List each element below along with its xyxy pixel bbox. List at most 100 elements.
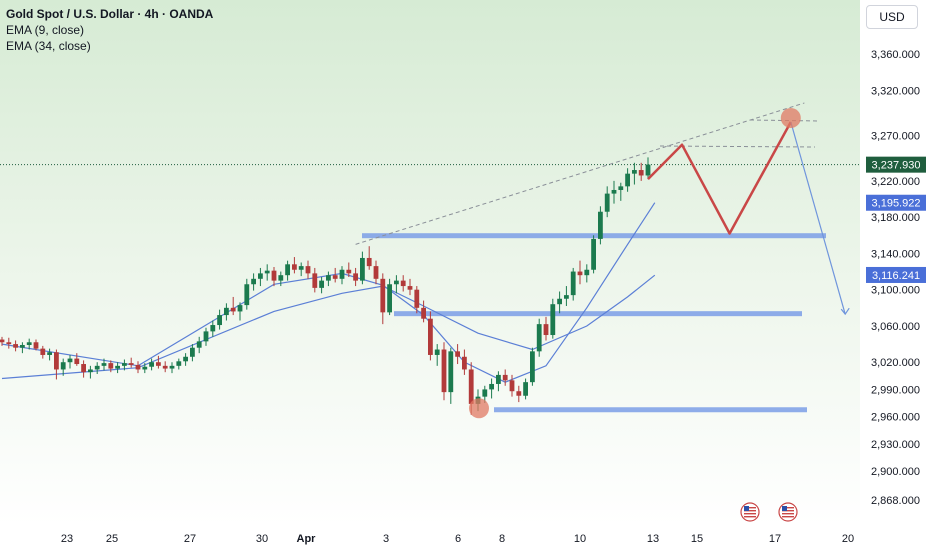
candle-body [339, 269, 345, 279]
candle-body [489, 383, 494, 390]
candle-body [394, 280, 399, 285]
candle-down [128, 357, 134, 368]
candle-body [20, 344, 25, 348]
time-tick-label: Apr [297, 533, 317, 545]
candle-body [251, 278, 256, 285]
legend-ema-fast[interactable]: EMA (9, close) [6, 23, 85, 37]
candle-body [400, 280, 406, 287]
price-axis: 3,360.000 3,320.000 3,270.000 3,220.000 3,18… [871, 49, 920, 507]
candle-body [217, 315, 222, 326]
candle-body [81, 364, 86, 373]
target-marker [780, 107, 801, 128]
candle-body [550, 304, 556, 336]
guide-line [659, 145, 816, 148]
trendline [355, 102, 805, 245]
legend-ema-slow[interactable]: EMA (34, close) [6, 39, 91, 53]
candle-body [564, 295, 569, 299]
candle-body [523, 382, 528, 396]
legend-symbol-title[interactable]: Gold Spot / U.S. Dollar · 4h · OANDA [6, 7, 214, 21]
candle-down [509, 374, 515, 397]
candle-body [625, 173, 630, 187]
candle-body [237, 305, 243, 312]
candle-body [645, 164, 651, 176]
candle-up [26, 338, 32, 350]
candle-up [557, 291, 562, 314]
candle-up [611, 180, 617, 204]
candle-up [319, 277, 324, 294]
price-tick-label: 3,020.000 [871, 357, 920, 369]
candle-body [54, 352, 59, 370]
candle-down [407, 278, 413, 296]
candle-down [162, 361, 168, 373]
chart-legend: Gold Spot / U.S. Dollar · 4h · OANDA EMA… [6, 6, 213, 54]
candle-up [564, 286, 569, 307]
candle-body [47, 352, 52, 355]
candle-body [455, 351, 460, 357]
currency-button[interactable]: USD [866, 5, 918, 29]
time-tick-label: 10 [574, 533, 586, 545]
candle-body [611, 189, 617, 194]
candle-down [74, 353, 80, 366]
candle-down [81, 360, 86, 378]
candle-up [264, 264, 270, 281]
time-tick-label: 3 [383, 533, 389, 545]
candle-body [373, 266, 379, 279]
candle-up [434, 344, 440, 366]
candle-body [591, 238, 596, 270]
price-tick-label: 3,140.000 [871, 248, 920, 260]
candle-body [530, 351, 535, 383]
candle-body [332, 275, 338, 279]
candle-body [326, 275, 331, 281]
candle-up [625, 168, 630, 192]
candle-body [577, 271, 583, 276]
candle-down [455, 344, 460, 365]
time-tick-label: 27 [184, 533, 196, 545]
candle-body [101, 363, 107, 366]
candle-body [353, 273, 358, 281]
time-axis: 23 25 27 30 Apr 3 6 8 10 13 15 17 20 [61, 533, 854, 545]
price-tick-label: 2,900.000 [871, 466, 920, 478]
candle-down [292, 257, 297, 274]
candle-down [462, 349, 467, 375]
candle-body [305, 266, 311, 274]
price-tick-label: 2,868.000 [871, 495, 920, 507]
svg-text:3,195.922: 3,195.922 [872, 198, 921, 210]
candle-down [156, 355, 161, 369]
candle-up [632, 162, 637, 185]
candle-up [387, 278, 392, 316]
candle-body [142, 366, 148, 370]
candle-down [414, 286, 420, 314]
candle-body [169, 365, 175, 369]
candle-body [108, 363, 114, 369]
candle-body [13, 344, 18, 348]
candle-down [516, 385, 522, 403]
candle-body [271, 270, 277, 281]
candle-up [115, 362, 120, 374]
candle-body [162, 365, 168, 369]
candle-down [13, 340, 18, 352]
candle-body [264, 270, 270, 274]
ema-34-badge: 3,116.241 [866, 266, 926, 283]
candle-body [135, 364, 141, 370]
candle-down [40, 345, 46, 359]
candle-down [54, 349, 59, 380]
candle-body [26, 342, 32, 345]
time-tick-label: 17 [769, 533, 781, 545]
candle-body [94, 365, 100, 370]
candle-up [496, 371, 501, 392]
time-axis-panel [0, 525, 860, 550]
candle-body [156, 362, 161, 366]
candle-up [645, 157, 651, 180]
candle-up [285, 260, 290, 281]
candle-up [448, 347, 454, 404]
candle-body [278, 275, 284, 281]
candle-up [122, 359, 127, 371]
candle-body [468, 369, 474, 404]
candle-down [366, 246, 372, 270]
low-marker [469, 398, 489, 419]
candle-body [203, 331, 209, 342]
candle-up [142, 363, 148, 374]
candle-down [543, 316, 549, 341]
